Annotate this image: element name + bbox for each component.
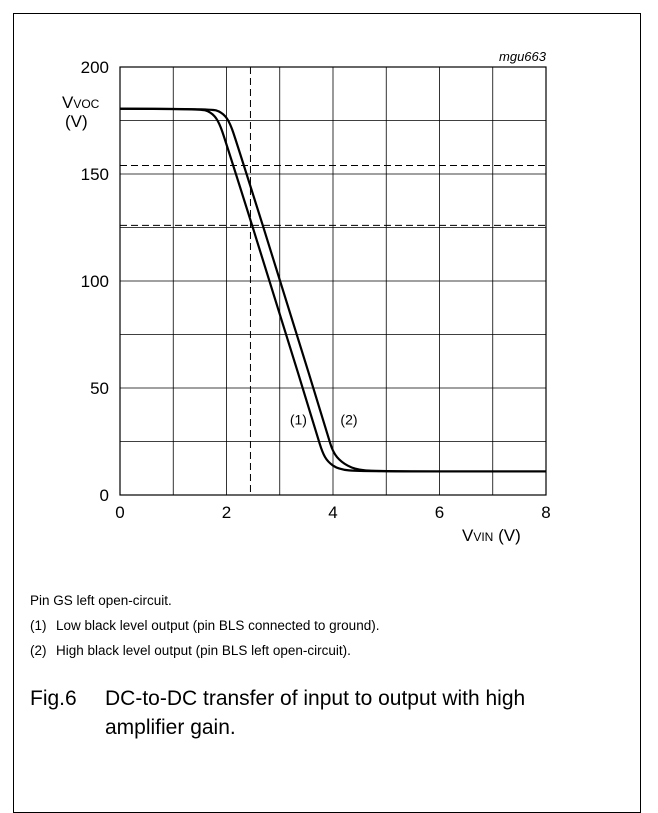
note-text: Low black level output (pin BLS connecte…: [56, 618, 380, 633]
note-item-2: (2) High black level output (pin BLS left…: [30, 638, 379, 663]
note-item-1: (1) Low black level output (pin BLS conne…: [30, 613, 379, 638]
chart: 0 2 4 6 8 0 50 100 150 200 (1) (2) mgu663: [81, 49, 551, 522]
x-tick-label: 2: [222, 503, 231, 522]
y-tick-label: 150: [81, 165, 109, 184]
y-axis-symbol: V: [62, 93, 74, 112]
reference-lines: [120, 67, 546, 495]
series-line-1: [119, 107, 546, 473]
series-line-2: [119, 107, 546, 473]
x-tick-label: 8: [541, 503, 550, 522]
x-axis-subscript: VIN: [473, 530, 494, 544]
y-tick-label: 50: [90, 379, 109, 398]
tick-labels: 0 2 4 6 8 0 50 100 150 200: [81, 58, 551, 522]
figure-code: mgu663: [499, 49, 547, 64]
series-lines: [119, 107, 546, 473]
y-axis-unit: (V): [65, 112, 88, 131]
x-tick-label: 0: [115, 503, 124, 522]
x-axis-label: VVIN (V): [462, 527, 521, 546]
note-line: Pin GS left open-circuit.: [30, 593, 172, 608]
y-tick-label: 100: [81, 272, 109, 291]
notes: Pin GS left open-circuit. (1) Low black l…: [30, 588, 379, 663]
y-axis-subscript: VOC: [73, 97, 100, 111]
plot-border: [119, 66, 547, 496]
grid-lines: [119, 66, 547, 496]
note-text: High black level output (pin BLS left op…: [56, 643, 351, 658]
series-label-1: (1): [290, 411, 307, 427]
note-number: (1): [30, 618, 47, 633]
series-label-2: (2): [340, 411, 357, 427]
y-tick-label: 0: [100, 486, 109, 505]
figure-title: DC-to-DC transfer of input to output wit…: [105, 687, 526, 739]
figure-caption: Fig.6 DC-to-DC transfer of input to outpu…: [30, 684, 545, 742]
series-labels: (1) (2): [290, 411, 358, 427]
x-tick-label: 6: [435, 503, 444, 522]
y-axis-label: VVOC (V): [62, 94, 99, 131]
note-number: (2): [30, 643, 47, 658]
x-tick-label: 4: [328, 503, 337, 522]
y-tick-label: 200: [81, 58, 109, 77]
x-axis-unit: (V): [498, 526, 521, 545]
figure-number: Fig.6: [30, 687, 77, 710]
x-axis-symbol: V: [462, 526, 474, 545]
